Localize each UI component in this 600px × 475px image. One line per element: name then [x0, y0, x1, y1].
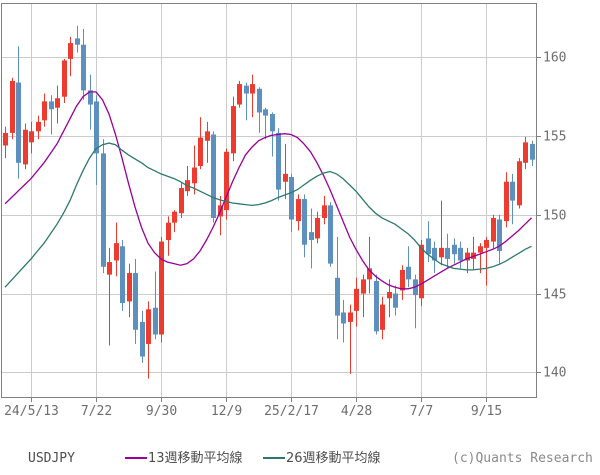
plot-frame [1, 3, 537, 398]
svg-text:160: 160 [543, 51, 566, 66]
pair-label: USDJPY [28, 451, 75, 466]
svg-text:9/15: 9/15 [471, 404, 502, 419]
copyright-text: (c)Quants Research [452, 451, 593, 466]
svg-text:7/22: 7/22 [81, 404, 112, 419]
legend-ma13-label: 13週移動平均線 [148, 451, 243, 466]
svg-text:145: 145 [543, 288, 566, 303]
svg-text:4/28: 4/28 [341, 404, 372, 419]
legend-ma26: 26週移動平均線 [263, 451, 381, 467]
ma26-line [4, 142, 532, 288]
legend-ma26-label: 26週移動平均線 [286, 451, 381, 466]
ma13-line [4, 91, 532, 290]
y-axis-labels: 140 145 150 155 160 [537, 51, 566, 381]
svg-text:9/30: 9/30 [146, 404, 177, 419]
svg-text:140: 140 [543, 366, 566, 381]
ma26-line-swatch-icon [263, 457, 285, 459]
svg-text:24/5/13: 24/5/13 [4, 404, 59, 419]
svg-text:25/2/17: 25/2/17 [264, 404, 319, 419]
svg-text:155: 155 [543, 130, 566, 145]
ma13-line-swatch-icon [125, 457, 147, 459]
chart-footer: USDJPY 13週移動平均線 26週移動平均線 (c)Quants Resea… [0, 451, 600, 469]
svg-text:150: 150 [543, 209, 566, 224]
grid-lines [1, 3, 537, 398]
legend-ma13: 13週移動平均線 [125, 451, 243, 467]
x-axis-labels: 24/5/13 7/22 9/30 12/9 25/2/17 4/28 7/7 9/15 [4, 398, 502, 419]
candlesticks [3, 25, 535, 379]
svg-text:12/9: 12/9 [211, 404, 242, 419]
svg-text:7/7: 7/7 [410, 404, 433, 419]
